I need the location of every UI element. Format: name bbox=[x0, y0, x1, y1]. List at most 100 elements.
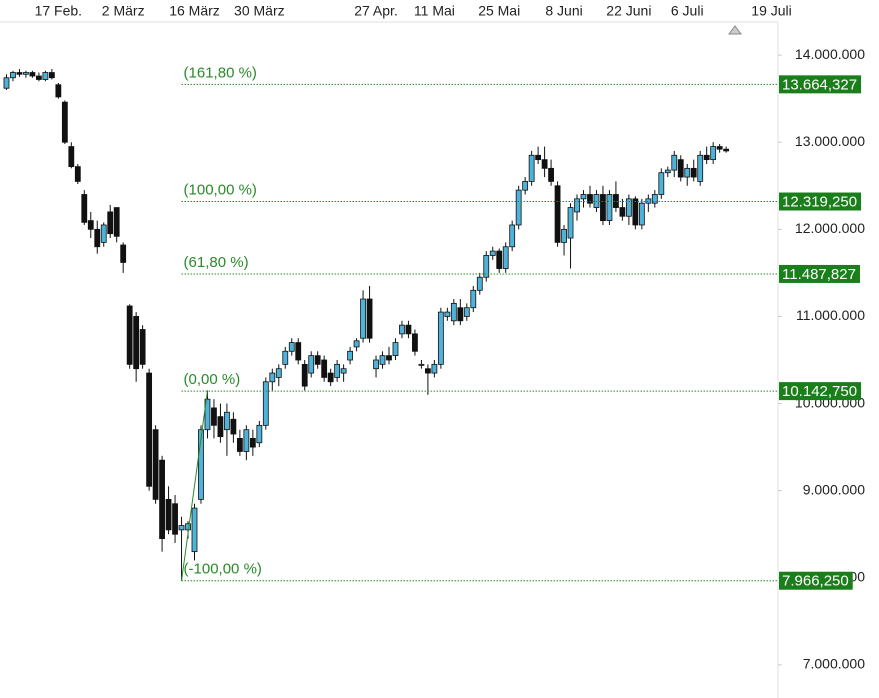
candle-body bbox=[522, 181, 529, 191]
candle-body bbox=[68, 146, 75, 168]
candle-body bbox=[548, 167, 554, 182]
candle-body bbox=[366, 298, 373, 339]
candle-body bbox=[541, 159, 548, 169]
fib-label: (-100,00 %) bbox=[184, 561, 262, 578]
y-tick-label: 14.000.000 bbox=[795, 46, 865, 62]
x-tick-label: 2 März bbox=[102, 3, 145, 19]
candle-body bbox=[723, 148, 730, 152]
candle-body bbox=[554, 185, 561, 243]
candle-body bbox=[23, 72, 29, 75]
fib-value-box bbox=[779, 382, 862, 401]
candle-body bbox=[412, 333, 418, 352]
candle-body bbox=[282, 350, 289, 365]
plot bbox=[3, 69, 730, 581]
candle-body bbox=[399, 324, 405, 335]
candle-body bbox=[437, 311, 444, 365]
x-tick-label: 30 März bbox=[234, 3, 285, 19]
candle-body bbox=[684, 167, 691, 178]
candle-body bbox=[178, 525, 185, 531]
candle-body bbox=[671, 154, 678, 171]
candle-body bbox=[424, 368, 431, 374]
x-tick-label: 17 Feb. bbox=[35, 3, 82, 19]
candle-body bbox=[450, 302, 457, 322]
candle-body bbox=[677, 159, 684, 178]
candle-body bbox=[100, 224, 107, 243]
candle-body bbox=[476, 276, 483, 291]
x-tick-label: 16 März bbox=[169, 3, 220, 19]
candle-body bbox=[94, 228, 101, 248]
candle-body bbox=[3, 77, 10, 89]
candle-body bbox=[606, 194, 613, 222]
candle-body bbox=[418, 363, 425, 366]
y-tick-label: 9.000.000 bbox=[803, 481, 865, 497]
candle-body bbox=[664, 169, 671, 174]
scroll-marker bbox=[728, 25, 742, 35]
candle-body bbox=[561, 228, 567, 243]
candle-body bbox=[327, 372, 334, 383]
x-tick-label: 11 Mai bbox=[414, 3, 455, 19]
candle-body bbox=[230, 418, 237, 435]
candle-body bbox=[509, 224, 516, 248]
candle-body bbox=[321, 359, 328, 378]
candle-body bbox=[308, 355, 315, 374]
candle-body bbox=[502, 246, 509, 269]
fib-value-label: 12.319,250 bbox=[782, 193, 857, 210]
candle-body bbox=[256, 424, 263, 444]
swing-line bbox=[181, 391, 208, 581]
candle-body bbox=[593, 194, 600, 208]
candle-body bbox=[703, 154, 710, 161]
candle-body bbox=[204, 398, 211, 431]
candle-body bbox=[29, 72, 36, 77]
x-tick-label: 22 Juni bbox=[606, 3, 651, 19]
candle-body bbox=[600, 194, 606, 222]
candle-body bbox=[470, 289, 477, 309]
candle-body bbox=[185, 523, 191, 531]
fib-value-label: 13.664,327 bbox=[782, 76, 857, 93]
candle-body bbox=[314, 355, 321, 365]
fib-value-label: 11.487,827 bbox=[782, 266, 856, 283]
candle-body bbox=[444, 311, 451, 317]
candle-body bbox=[483, 255, 490, 278]
candle-body bbox=[710, 146, 717, 161]
candle-body bbox=[159, 459, 165, 539]
candle-body bbox=[16, 72, 23, 75]
candle-body bbox=[87, 220, 94, 230]
candle-body bbox=[301, 363, 308, 387]
candle-body bbox=[275, 368, 282, 378]
candle-body bbox=[81, 194, 88, 223]
x-tick-label: 6 Juli bbox=[671, 3, 704, 19]
candle-body bbox=[373, 359, 379, 370]
candle-body bbox=[172, 503, 178, 535]
y-axis: 7.000.0008.000.0009.000.00010.000.00011.… bbox=[778, 46, 865, 672]
candle-body bbox=[107, 211, 114, 235]
fib-value-box bbox=[779, 264, 860, 283]
candle-body bbox=[690, 167, 697, 178]
candle-body bbox=[457, 307, 464, 322]
candle-body bbox=[55, 84, 62, 98]
candle-body bbox=[74, 166, 81, 182]
candle-body bbox=[10, 72, 16, 79]
candle-body bbox=[236, 438, 243, 452]
candle-body bbox=[139, 329, 146, 365]
candle-body bbox=[334, 363, 341, 378]
candle-body bbox=[133, 316, 140, 370]
y-tick-label: 11.000.000 bbox=[796, 307, 865, 323]
candle-body bbox=[224, 411, 230, 431]
candle-body bbox=[528, 154, 535, 182]
fib-label: (0,00 %) bbox=[184, 371, 241, 388]
candle-body bbox=[126, 305, 133, 365]
candle-body bbox=[360, 298, 366, 339]
candle-body bbox=[379, 355, 386, 365]
candle-body bbox=[489, 250, 496, 256]
fibonacci: (161,80 %) 13.664,327 (100,00 %) 12.319,250… bbox=[181, 64, 862, 590]
candle-body bbox=[61, 101, 68, 143]
fib-value-label: 7.966,250 bbox=[782, 573, 849, 590]
candle-body bbox=[716, 146, 723, 150]
candle-body bbox=[191, 507, 198, 553]
fib-label: (161,80 %) bbox=[184, 64, 257, 81]
fib-value-box bbox=[779, 75, 862, 94]
x-tick-label: 19 Juli bbox=[751, 3, 791, 19]
y-tick-label: 7.000.000 bbox=[803, 656, 865, 672]
candle-body bbox=[36, 75, 42, 80]
